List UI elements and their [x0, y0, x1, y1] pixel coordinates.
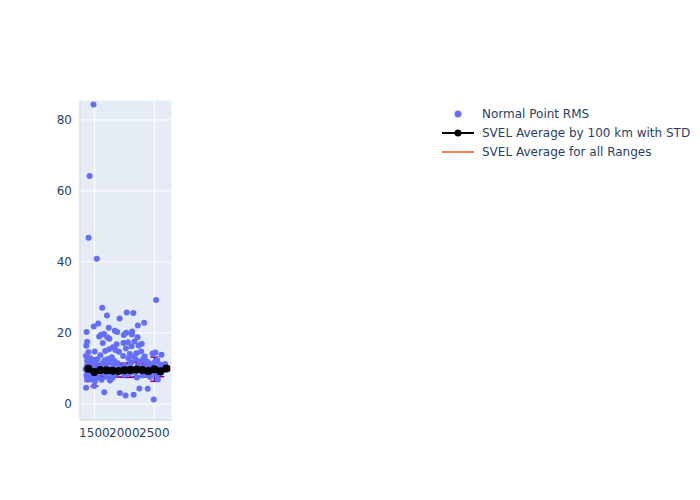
html-text:SVEL Average by 100 km with ST: SVEL Average by 100 km with STD: [482, 125, 691, 140]
html-text:Normal Point RMS: Normal Point RMS: [482, 106, 590, 121]
svg-text:60: 60: [57, 184, 72, 198]
svg-text:20: 20: [57, 326, 72, 340]
html-text:SVEL Average for all Ranges: SVEL Average for all Ranges: [482, 144, 652, 159]
svg-text:0: 0: [64, 397, 72, 411]
svg-text:40: 40: [57, 255, 72, 269]
svg-text:1500: 1500: [79, 426, 110, 440]
svg-text:2000: 2000: [109, 426, 140, 440]
svg-text:80: 80: [57, 113, 72, 127]
svg-text:2500: 2500: [139, 426, 170, 440]
